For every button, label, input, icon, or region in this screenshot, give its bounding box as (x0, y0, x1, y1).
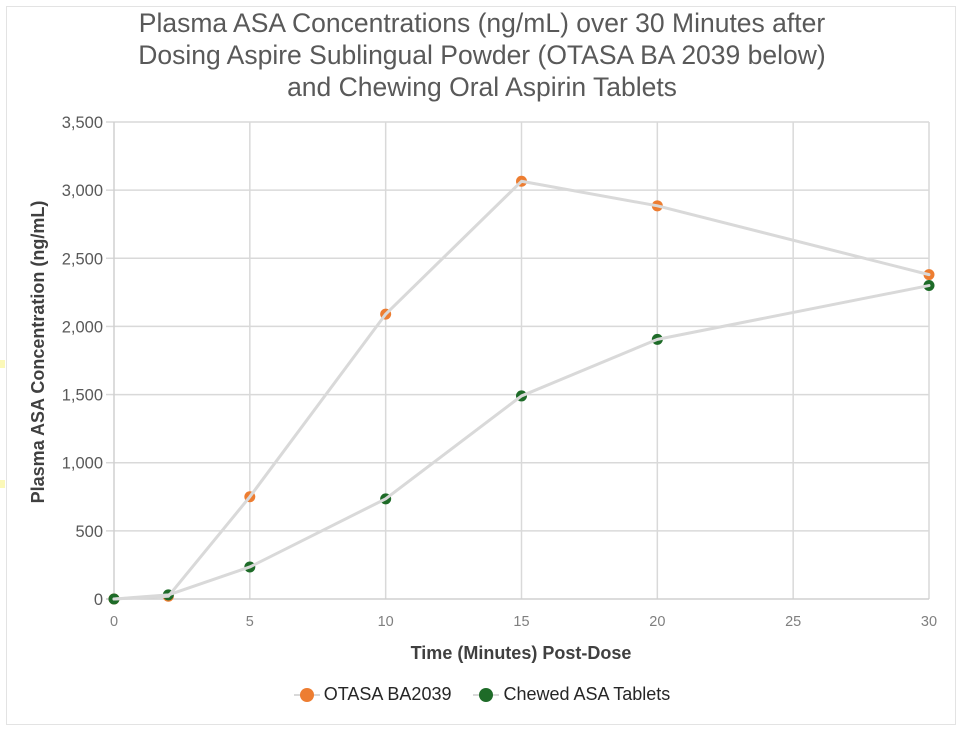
y-tick-label: 1,000 (62, 455, 103, 473)
tick-labels: 0 500 1,000 1,500 2,000 2,500 3,000 3,500 0 5 10 15… (62, 114, 937, 630)
x-tick-label: 20 (649, 614, 665, 630)
gridlines (114, 121, 930, 599)
title-line: and Chewing Oral Aspirin Tablets (287, 72, 677, 102)
y-tick-label: 2,000 (62, 318, 103, 336)
x-tick-label: 10 (378, 614, 394, 630)
axes (106, 121, 929, 600)
y-tick-label: 2,500 (62, 250, 103, 268)
legend-label: OTASA BA2039 (323, 684, 452, 704)
legend: OTASA BA2039 Chewed ASA Tablets (0, 684, 964, 705)
y-tick-label: 3,500 (62, 114, 103, 132)
x-tick-label: 5 (246, 614, 254, 630)
legend-label: Chewed ASA Tablets (503, 684, 671, 704)
legend-marker-icon (293, 687, 320, 702)
x-tick-label: 25 (785, 614, 801, 630)
y-tick-label: 0 (94, 591, 103, 609)
legend-marker-icon (473, 687, 500, 702)
chart-frame (6, 6, 956, 725)
title-line: Dosing Aspire Sublingual Powder (OTASA B… (138, 40, 826, 70)
series-line-chewed (112, 284, 931, 601)
y-axis-label: Plasma ASA Concentration (ng/mL) (28, 201, 48, 504)
title-line: Plasma ASA Concentrations (ng/mL) over 3… (138, 8, 826, 38)
y-tick-label: 1,500 (62, 387, 103, 405)
highlight-mark (0, 360, 5, 368)
chart-title: Plasma ASA Concentrations (ng/mL) over 3… (0, 7, 964, 103)
x-axis-label: Time (Minutes) Post-Dose (411, 643, 632, 663)
legend-item-chewed[interactable]: Chewed ASA Tablets (473, 684, 670, 705)
series-markers (108, 175, 935, 605)
y-tick-label: 3,000 (62, 182, 103, 200)
highlight-mark (0, 480, 5, 488)
legend-item-otasa[interactable]: OTASA BA2039 (293, 684, 452, 705)
y-tick-label: 500 (75, 523, 103, 541)
x-tick-label: 15 (513, 614, 529, 630)
x-tick-label: 30 (921, 614, 937, 630)
x-tick-label: 0 (110, 614, 118, 630)
